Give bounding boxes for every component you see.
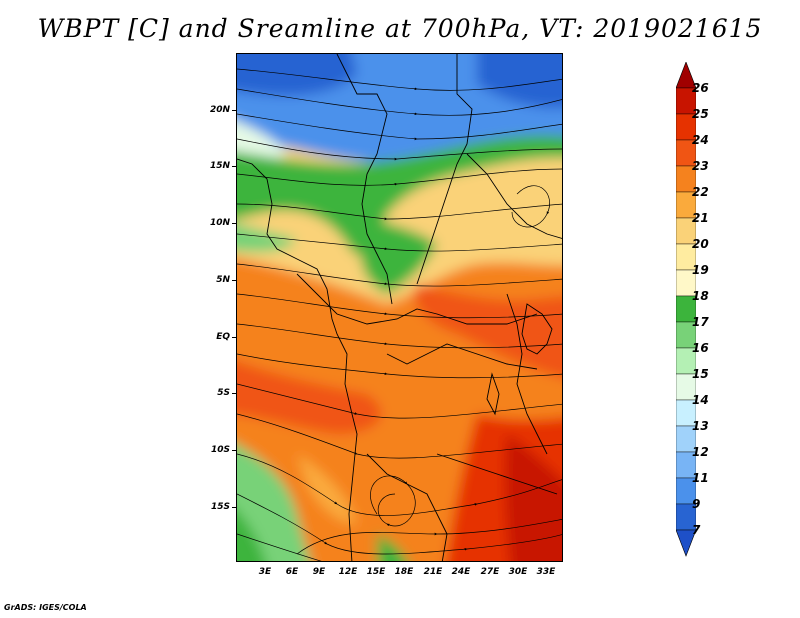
colorbar-label: 22 bbox=[692, 185, 709, 199]
temperature-field bbox=[237, 54, 562, 561]
colorbar-label: 21 bbox=[692, 211, 709, 225]
colorbar-label: 20 bbox=[692, 237, 709, 251]
lat-tick bbox=[232, 166, 236, 167]
lon-label-15e: 15E bbox=[366, 567, 386, 577]
lat-tick bbox=[232, 280, 236, 281]
lat-label-eq: EQ bbox=[216, 332, 230, 342]
lat-tick bbox=[232, 393, 236, 394]
colorbar-label: 25 bbox=[692, 107, 709, 121]
colorbar-label: 23 bbox=[692, 159, 709, 173]
colorbar-label: 13 bbox=[692, 419, 709, 433]
colorbar-label: 16 bbox=[692, 341, 709, 355]
lat-tick bbox=[232, 337, 236, 338]
lat-tick bbox=[232, 507, 236, 508]
map-title: WBPT [C] and Sreamline at 700hPa, VT: 20… bbox=[37, 14, 763, 43]
lat-label-15s: 15S bbox=[210, 502, 230, 512]
lat-label-20n: 20N bbox=[209, 105, 230, 115]
colorbar-label: 19 bbox=[692, 263, 709, 277]
lon-label-33e: 33E bbox=[536, 567, 556, 577]
lat-label-15n: 15N bbox=[209, 161, 230, 171]
colorbar-label: 17 bbox=[692, 315, 709, 329]
lon-label-12e: 12E bbox=[338, 567, 358, 577]
lat-label-5s: 5S bbox=[217, 388, 230, 398]
lat-label-10s: 10S bbox=[210, 445, 230, 455]
lat-tick bbox=[232, 223, 236, 224]
colorbar-label: 15 bbox=[692, 367, 709, 381]
colorbar-label: 14 bbox=[692, 393, 709, 407]
lon-label-30e: 30E bbox=[508, 567, 528, 577]
wbpt-streamline-map bbox=[236, 53, 563, 562]
grads-credit: GrADS: IGES/COLA bbox=[4, 603, 87, 612]
lat-tick bbox=[232, 110, 236, 111]
colorbar-label: 26 bbox=[692, 81, 709, 95]
colorbar-label: 18 bbox=[692, 289, 709, 303]
lon-label-9e: 9E bbox=[312, 567, 326, 577]
lat-label-10n: 10N bbox=[209, 218, 230, 228]
lon-label-18e: 18E bbox=[394, 567, 414, 577]
lon-label-21e: 21E bbox=[423, 567, 443, 577]
colorbar-label: 12 bbox=[692, 445, 709, 459]
lat-tick bbox=[232, 450, 236, 451]
colorbar-label: 7 bbox=[692, 523, 701, 537]
colorbar-label: 11 bbox=[692, 471, 709, 485]
lon-label-24e: 24E bbox=[451, 567, 471, 577]
lon-label-3e: 3E bbox=[258, 567, 272, 577]
colorbar-arrow-bottom bbox=[676, 529, 696, 557]
temperature-colorbar bbox=[676, 62, 696, 557]
coastline-borders bbox=[237, 54, 562, 561]
colorbar-label: 9 bbox=[692, 497, 701, 511]
streamlines bbox=[237, 68, 562, 561]
lon-label-27e: 27E bbox=[480, 567, 500, 577]
lat-label-5n: 5N bbox=[216, 275, 230, 285]
colorbar-label: 24 bbox=[692, 133, 709, 147]
lon-label-6e: 6E bbox=[285, 567, 299, 577]
